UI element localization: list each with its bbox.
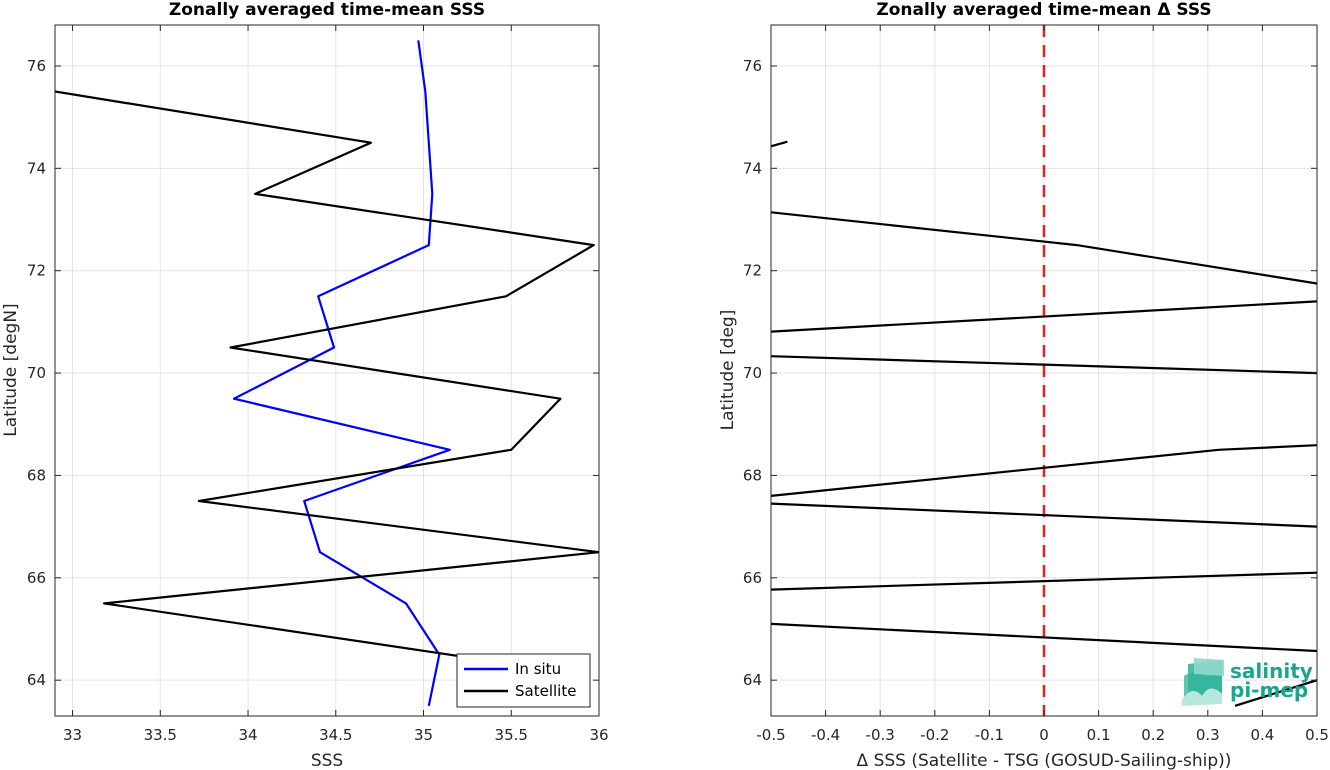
sss-panel: 33 33.5 34 34.5 35 35.5 36 64 66 68 70 72 74 76 Zonal… [1, 0, 609, 770]
y-tick-label: 68 [743, 466, 762, 484]
x-tick-label: 0.5 [1305, 726, 1329, 744]
logo-text-line2: pi-mep [1230, 678, 1308, 702]
y-tick-label: 74 [27, 159, 46, 177]
delta-series-line [771, 502, 1317, 528]
delta-series-line [771, 140, 788, 148]
tick-layer: -0.5 -0.4 -0.3 -0.2 -0.1 0 0.1 0.2 0.3 0.4 0.5 64 66… [743, 25, 1329, 744]
x-tick-label: 35.5 [495, 726, 528, 744]
y-tick-label: 68 [27, 466, 46, 484]
grid [55, 25, 600, 716]
x-tick-label: -0.1 [975, 726, 1004, 744]
chart-title: Zonally averaged time-mean Δ SSS [876, 0, 1211, 20]
y-tick-label: 76 [27, 57, 46, 75]
x-tick-label: -0.3 [866, 726, 895, 744]
series-group [771, 25, 1317, 716]
delta-series-line [771, 211, 1317, 285]
delta-series-line [771, 444, 1317, 497]
delta-series-line [771, 300, 1317, 333]
logo-text-line1: salinity [1230, 659, 1313, 683]
delta-series-line [771, 622, 1317, 653]
legend: In situ Satellite [456, 653, 591, 708]
series-layer [55, 40, 599, 707]
x-tick-label: 36 [589, 726, 608, 744]
x-axis-label: Δ SSS (Satellite - TSG (GOSUD-Sailing-sh… [857, 751, 1232, 770]
delta-sss-panel: -0.5 -0.4 -0.3 -0.2 -0.1 0 0.1 0.2 0.3 0.4 0.5 64 66… [718, 0, 1329, 770]
x-tick-label: 0.1 [1087, 726, 1111, 744]
y-tick-label: 72 [743, 262, 762, 280]
series-group [55, 40, 599, 707]
chart-title: Zonally averaged time-mean SSS [169, 0, 485, 20]
salinity-pi-mep-logo: salinity pi-mep [1182, 658, 1313, 706]
y-tick-label: 70 [27, 364, 46, 382]
plot-frame [54, 24, 600, 717]
x-tick-label: 33 [63, 726, 82, 744]
x-tick-label: 34 [238, 726, 257, 744]
y-tick-label: 64 [27, 671, 46, 689]
satellite-series-line [55, 90, 599, 661]
x-tick-label: 0.2 [1141, 726, 1165, 744]
x-tick-label: 35 [414, 726, 433, 744]
x-tick-label: 0.3 [1196, 726, 1220, 744]
wave-logo-icon [1182, 658, 1224, 706]
y-tick-label: 76 [743, 57, 762, 75]
x-tick-label: 0 [1039, 726, 1049, 744]
series-layer [771, 25, 1317, 716]
x-tick-label: 33.5 [144, 726, 177, 744]
tick-layer: 33 33.5 34 34.5 35 35.5 36 64 66 68 70 72 74 76 [27, 25, 609, 744]
x-axis-label: SSS [311, 751, 343, 770]
legend-label-satellite: Satellite [515, 682, 576, 700]
delta-series-line [1234, 679, 1317, 707]
y-axis-label: Latitude [deg] [718, 310, 738, 431]
y-tick-label: 72 [27, 262, 46, 280]
in-situ-series-line [232, 40, 451, 707]
y-tick-label: 66 [27, 569, 46, 587]
delta-series-line [771, 355, 1317, 375]
legend-label-in-situ: In situ [515, 660, 561, 678]
y-axis-label: Latitude [degN] [1, 303, 21, 436]
x-tick-label: -0.2 [920, 726, 949, 744]
y-tick-label: 64 [743, 671, 762, 689]
x-tick-label: -0.5 [756, 726, 785, 744]
x-tick-label: 0.4 [1250, 726, 1274, 744]
y-tick-label: 66 [743, 569, 762, 587]
x-tick-label: 34.5 [319, 726, 352, 744]
y-tick-label: 74 [743, 159, 762, 177]
legend-box [456, 653, 591, 708]
x-tick-label: -0.4 [811, 726, 840, 744]
y-tick-label: 70 [743, 364, 762, 382]
plot-area [55, 25, 599, 716]
delta-series-line [771, 571, 1317, 591]
